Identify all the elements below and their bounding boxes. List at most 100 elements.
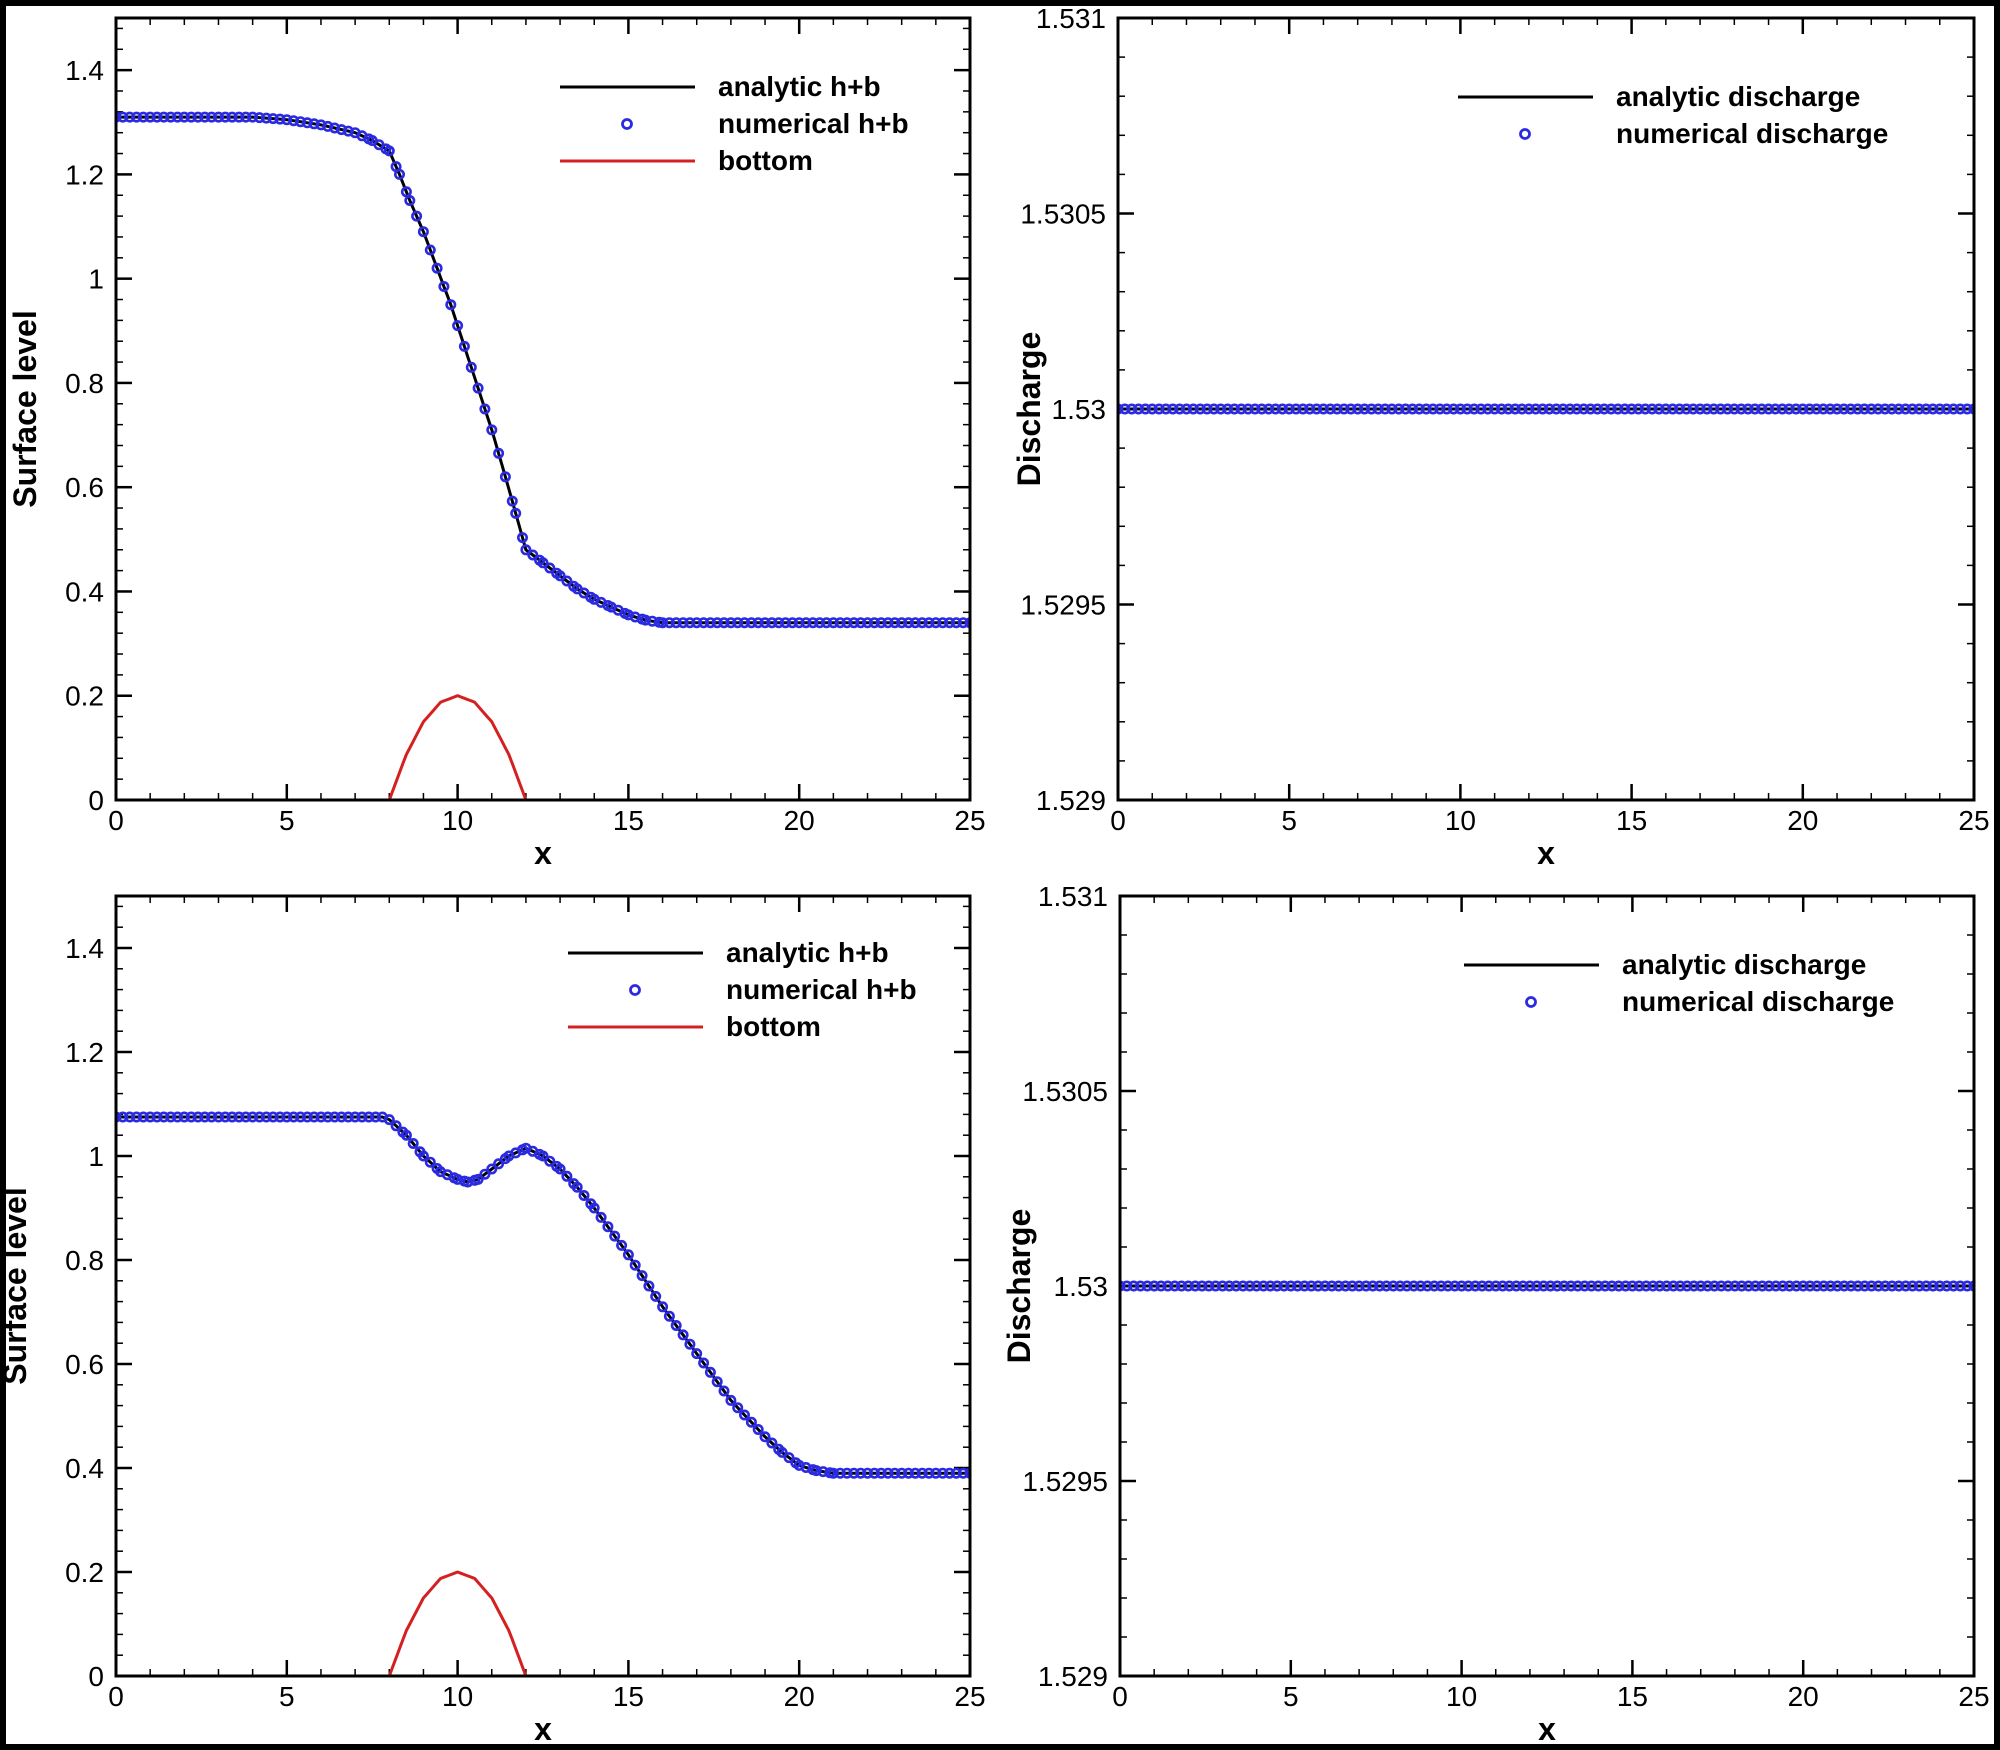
data-marker	[1544, 1280, 1556, 1292]
data-marker	[1866, 1280, 1878, 1292]
data-marker	[1838, 403, 1850, 415]
data-marker	[571, 1181, 583, 1193]
data-marker	[349, 1111, 361, 1123]
data-marker	[1688, 1280, 1700, 1292]
data-marker	[1181, 403, 1193, 415]
data-marker	[800, 617, 812, 629]
data-marker	[1278, 1280, 1290, 1292]
legend: analytic discharge numerical discharge	[1458, 81, 1888, 149]
data-marker	[1605, 403, 1617, 415]
x-tick-label: 10	[442, 1681, 473, 1712]
data-marker	[1831, 403, 1843, 415]
data-marker	[1763, 403, 1775, 415]
data-marker	[1674, 403, 1686, 415]
data-marker	[1442, 1280, 1454, 1292]
data-marker	[1708, 1280, 1720, 1292]
data-marker	[151, 111, 163, 123]
data-marker	[1428, 1280, 1440, 1292]
data-marker	[1462, 1280, 1474, 1292]
data-marker	[213, 111, 225, 123]
data-marker	[889, 617, 901, 629]
data-marker	[144, 111, 156, 123]
data-marker	[1194, 403, 1206, 415]
data-marker	[1189, 1280, 1201, 1292]
data-marker	[1139, 403, 1151, 415]
data-marker	[732, 1402, 744, 1414]
data-marker	[1598, 403, 1610, 415]
data-marker	[1360, 1280, 1372, 1292]
data-marker	[1770, 1280, 1782, 1292]
data-marker	[1743, 1280, 1755, 1292]
data-marker	[308, 1111, 320, 1123]
data-marker	[1654, 1280, 1666, 1292]
data-marker	[1756, 1280, 1768, 1292]
data-marker	[773, 617, 785, 629]
data-marker	[1633, 1280, 1645, 1292]
data-marker	[267, 1111, 279, 1123]
data-marker	[691, 1348, 703, 1360]
data-marker	[493, 1158, 505, 1170]
data-marker	[1606, 1280, 1618, 1292]
plot-frame	[114, 16, 972, 802]
data-marker	[1242, 403, 1254, 415]
data-marker	[301, 1111, 313, 1123]
data-marker	[616, 1239, 628, 1251]
x-tick-label: 10	[1445, 805, 1476, 836]
x-tick-label: 5	[1281, 805, 1297, 836]
data-marker	[643, 1280, 655, 1292]
data-marker	[131, 111, 143, 123]
data-marker	[1524, 1280, 1536, 1292]
data-marker	[639, 614, 651, 626]
data-marker	[930, 617, 942, 629]
data-marker	[725, 1394, 737, 1406]
data-marker	[1510, 1280, 1522, 1292]
data-marker	[192, 111, 204, 123]
data-marker	[240, 1111, 252, 1123]
data-marker	[1961, 403, 1973, 415]
data-marker	[1824, 403, 1836, 415]
data-marker	[1449, 1280, 1461, 1292]
y-tick-label: 1.5305	[1020, 199, 1106, 230]
data-marker	[1708, 403, 1720, 415]
data-marker	[1968, 403, 1974, 415]
data-marker	[718, 1385, 730, 1397]
data-marker	[322, 1111, 334, 1123]
data-marker	[1379, 403, 1391, 415]
data-marker	[400, 1129, 412, 1141]
data-marker	[1954, 1280, 1966, 1292]
data-marker	[1162, 1280, 1174, 1292]
data-marker	[247, 111, 259, 123]
data-marker	[1249, 403, 1261, 415]
data-marker	[233, 1111, 245, 1123]
data-marker	[1367, 1280, 1379, 1292]
legend-label: numerical h+b	[718, 108, 909, 139]
data-marker	[1954, 403, 1966, 415]
data-marker	[1374, 1280, 1386, 1292]
series-line-bottom	[387, 1570, 528, 1676]
legend-label: numerical discharge	[1622, 986, 1894, 1017]
y-tick-label: 0.2	[65, 1557, 104, 1588]
data-marker	[281, 1111, 293, 1123]
data-marker	[516, 532, 528, 544]
data-marker	[158, 111, 170, 123]
data-marker	[1831, 1280, 1843, 1292]
data-marker	[1235, 403, 1247, 415]
data-marker	[738, 1409, 750, 1421]
data-marker	[1230, 1280, 1242, 1292]
y-tick-label: 1.2	[65, 1037, 104, 1068]
data-marker	[1906, 403, 1918, 415]
data-marker	[1818, 1280, 1830, 1292]
data-marker	[1244, 1280, 1256, 1292]
data-marker	[315, 119, 327, 131]
data-marker	[834, 1467, 846, 1479]
data-marker	[1490, 1280, 1502, 1292]
data-marker	[1475, 403, 1487, 415]
y-tick-label: 1.5295	[1020, 590, 1106, 621]
data-marker	[117, 111, 129, 123]
data-marker	[1319, 1280, 1331, 1292]
figure-background	[6, 6, 1994, 1744]
data-marker	[1538, 1280, 1550, 1292]
data-marker	[896, 617, 908, 629]
data-marker	[902, 617, 914, 629]
data-marker	[588, 1202, 600, 1214]
